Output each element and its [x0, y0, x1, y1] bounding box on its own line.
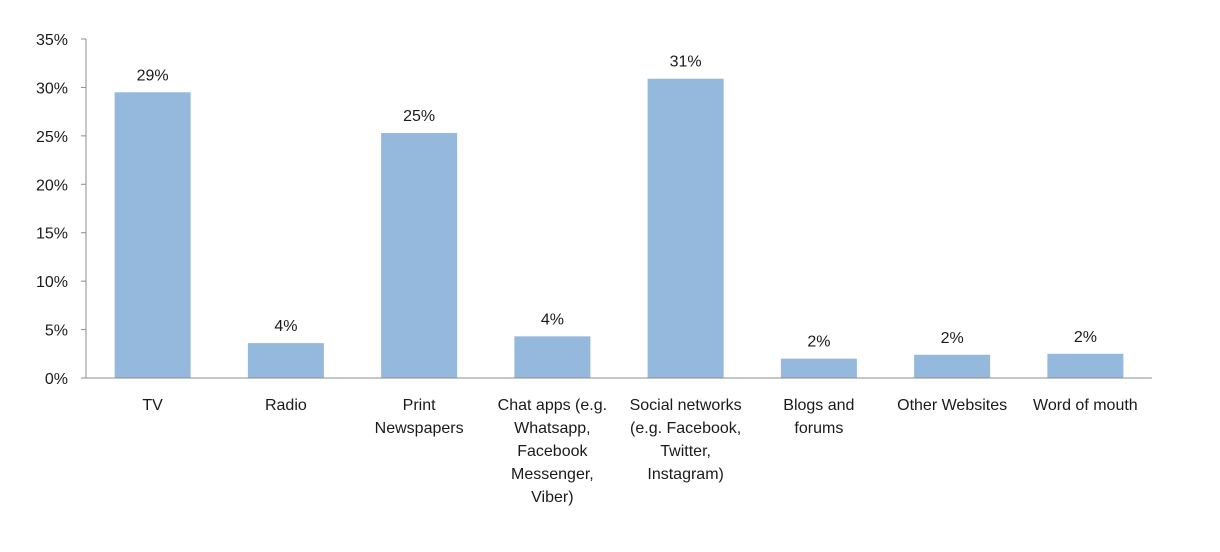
data-label: 4% [274, 318, 297, 335]
category-label: Blogs and forums [783, 397, 854, 437]
data-label: 2% [1074, 329, 1097, 346]
bar [381, 132, 458, 378]
category-label: Word of mouth [1033, 397, 1138, 414]
bar [514, 336, 591, 378]
bar [647, 78, 724, 378]
category-label: Other Websites [897, 397, 1007, 414]
y-tick-label: 15% [36, 226, 68, 243]
y-tick-label: 20% [36, 177, 68, 194]
bar [914, 354, 991, 378]
y-tick-label: 10% [36, 274, 68, 291]
bar [1047, 353, 1124, 378]
data-label: 2% [941, 330, 964, 347]
bar [114, 92, 191, 379]
category-label: TV [142, 397, 163, 414]
data-labels: 29% 4% 25% 4% 31% 2% 2% 2% [137, 54, 1097, 351]
data-label: 2% [807, 334, 830, 351]
bars [114, 78, 1124, 379]
category-labels: TV Radio Print Newspapers Chat apps (e.g. Wha… [142, 397, 1137, 506]
y-tick-label: 35% [36, 32, 68, 49]
category-label: Print Newspapers [375, 397, 464, 437]
data-label: 4% [541, 311, 564, 328]
bar [780, 358, 857, 378]
y-axis: 0% 5% 10% 15% 20% 25% 30% 35% [36, 32, 87, 388]
data-label: 31% [670, 54, 702, 71]
category-label: Radio [265, 397, 307, 414]
category-label: Social networks (e.g. Facebook, Twitter, In… [630, 397, 742, 483]
y-tick-label: 30% [36, 80, 68, 97]
category-label: Chat apps (e.g. Whatsapp, Facebook Messenge… [498, 397, 607, 506]
y-tick-label: 5% [45, 323, 68, 340]
data-label: 25% [403, 108, 435, 125]
bar [247, 343, 324, 378]
y-tick-label: 25% [36, 129, 68, 146]
data-label: 29% [137, 67, 169, 84]
y-tick-label: 0% [45, 371, 68, 388]
